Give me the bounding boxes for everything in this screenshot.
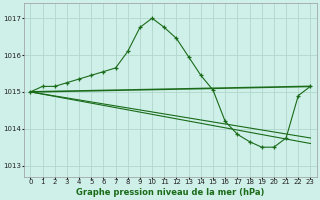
X-axis label: Graphe pression niveau de la mer (hPa): Graphe pression niveau de la mer (hPa) [76,188,265,197]
